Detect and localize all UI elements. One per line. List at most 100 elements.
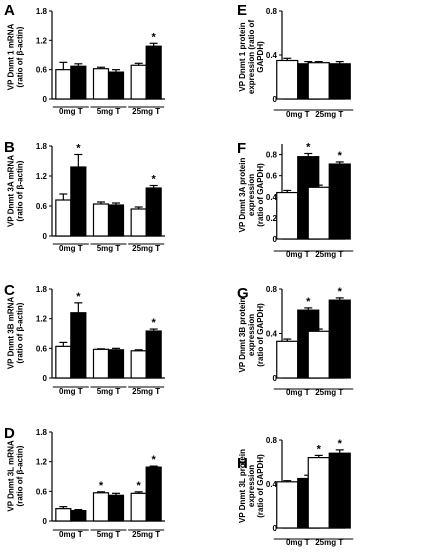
bar <box>70 166 87 237</box>
bar <box>130 492 147 522</box>
y-tick-label: 0 <box>43 232 48 241</box>
y-tick-label: 0 <box>273 374 278 383</box>
bar <box>145 187 162 237</box>
significance-marker: * <box>338 286 343 298</box>
y-tick-label: 1.8 <box>36 7 48 16</box>
bar <box>130 64 147 100</box>
y-tick-label: 0.2 <box>266 214 278 223</box>
y-axis-label: VP Dnmt 3A mRNA <box>7 155 16 227</box>
panel-letter: F <box>237 140 246 157</box>
bar <box>307 62 330 100</box>
y-axis-label: (ratio of β-actin) <box>16 26 25 87</box>
y-tick-label: 1.8 <box>36 428 48 437</box>
significance-marker: * <box>152 31 157 43</box>
x-group-label: 5mg T <box>97 107 121 116</box>
y-tick-label: 0.8 <box>266 7 278 16</box>
significance-marker: * <box>76 291 81 303</box>
bar <box>307 186 330 240</box>
x-group-label: 0mg T <box>59 530 83 539</box>
bar <box>55 69 72 100</box>
significance-marker: * <box>338 438 343 450</box>
y-tick-label: 0 <box>43 374 48 383</box>
x-group-label: 5mg T <box>97 530 121 539</box>
y-axis-label: VP Dnmt 3L mRNA <box>7 440 16 511</box>
y-axis-label: VP Dnmt 3B protein <box>238 297 247 372</box>
y-axis-label: (ratio of GAPDH) <box>256 163 265 227</box>
x-group-label: 25mg T <box>132 530 160 539</box>
y-tick-label: 0.6 <box>36 66 48 75</box>
panel-a: A VP Dnmt 1 mRNA (ratio of β-actin) 0 0.6 1.2… <box>4 2 165 116</box>
panel-h: HVP Dnmt 3L protein expression (ratio of G… <box>237 436 354 547</box>
bar <box>55 508 72 522</box>
y-tick-label: 1.2 <box>36 36 48 45</box>
y-axis-label: expression <box>247 174 256 216</box>
x-group-label: 25mg T <box>315 538 343 547</box>
bar <box>328 452 351 529</box>
y-axis-label: VP Dnmt 3L protein <box>238 449 247 523</box>
y-axis-label: VP Dnmt 3B mRNA <box>7 297 16 370</box>
bar <box>70 312 87 379</box>
y-tick-label: 0.4 <box>266 193 278 202</box>
panel-f: FVP Dnmt 3A protein expression (ratio of G… <box>237 140 354 259</box>
y-tick-label: 0.6 <box>36 202 48 211</box>
bar <box>328 63 351 100</box>
x-group-label: 0mg T <box>59 107 83 116</box>
bar <box>92 203 110 237</box>
y-axis-label: expression (ratio of <box>247 20 256 95</box>
bar <box>145 330 162 379</box>
x-group-label: 25mg T <box>132 107 160 116</box>
panel-letter: E <box>237 2 247 19</box>
panel-letter: B <box>4 139 15 156</box>
panel-d: DVP Dnmt 3L mRNA (ratio of β-actin) 0 0.6 1.… <box>4 425 165 539</box>
panel-e: E VP Dnmt 1 protein expression (ratio of GA… <box>237 2 354 119</box>
significance-marker: * <box>306 296 311 308</box>
x-group-label: 0mg T <box>59 387 83 396</box>
bar <box>328 163 351 240</box>
bar <box>328 299 351 379</box>
significance-marker: * <box>152 454 157 466</box>
y-tick-label: 0.8 <box>266 151 278 160</box>
panel-letter: D <box>4 425 15 442</box>
bar <box>55 345 72 379</box>
y-tick-label: 0 <box>273 235 278 244</box>
bar <box>130 208 147 237</box>
y-axis-label: VP Dnmt 3A protein <box>238 158 247 233</box>
x-group-label: 25mg T <box>315 388 343 397</box>
y-axis-label: (ratio of β-actin) <box>16 445 25 506</box>
panel-letter: H <box>237 455 248 472</box>
bar <box>70 510 87 522</box>
y-tick-label: 0.6 <box>266 172 278 181</box>
bar <box>276 59 299 100</box>
y-axis-label: expression <box>247 314 256 356</box>
x-group-label: 0mg T <box>286 388 310 397</box>
x-group-label: 0mg T <box>59 244 83 253</box>
y-tick-label: 0 <box>43 517 48 526</box>
y-axis-label: (ratio of β-actin) <box>16 160 25 221</box>
x-group-label: 25mg T <box>132 244 160 253</box>
bar <box>55 199 72 237</box>
x-group-label: 0mg T <box>286 110 310 119</box>
bar <box>92 492 110 522</box>
y-tick-label: 0 <box>273 95 278 104</box>
bar <box>107 71 125 100</box>
x-group-label: 25mg T <box>315 110 343 119</box>
y-axis-label: GAPDH) <box>256 41 265 73</box>
y-tick-label: 0 <box>273 524 278 533</box>
bar <box>276 191 299 240</box>
bar <box>145 466 162 522</box>
bar <box>70 65 87 100</box>
y-tick-label: 0.6 <box>36 344 48 353</box>
y-tick-label: 0.4 <box>266 330 278 339</box>
bar <box>92 68 110 100</box>
y-tick-label: 1.2 <box>36 172 48 181</box>
bar <box>107 494 125 522</box>
significance-marker: * <box>99 480 104 492</box>
x-group-label: 25mg T <box>132 387 160 396</box>
panel-b: BVP Dnmt 3A mRNA (ratio of β-actin) 0 0.6 1.… <box>4 139 165 253</box>
bar <box>307 457 330 529</box>
y-tick-label: 0.6 <box>36 487 48 496</box>
y-tick-label: 0.8 <box>266 436 278 445</box>
x-group-label: 25mg T <box>315 250 343 259</box>
y-tick-label: 0.4 <box>266 480 278 489</box>
x-group-label: 5mg T <box>97 244 121 253</box>
